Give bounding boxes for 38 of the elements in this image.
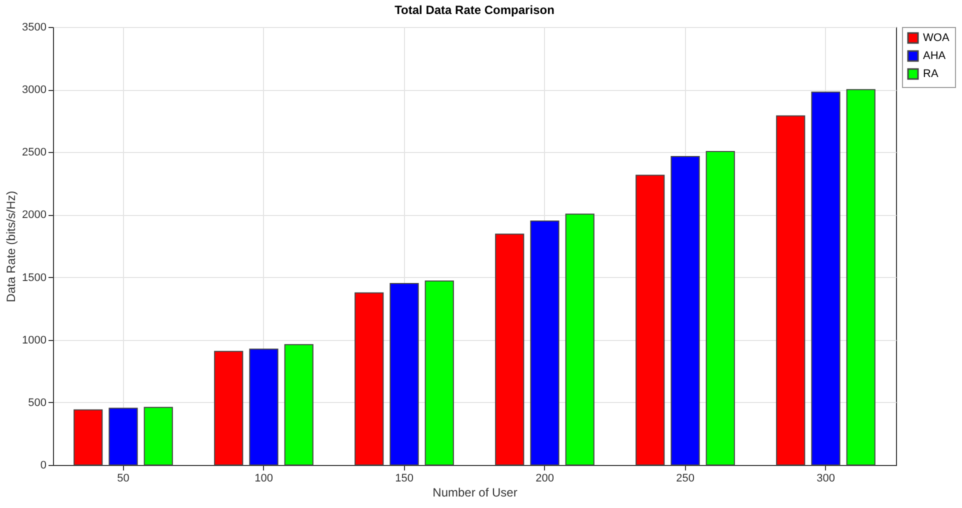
bar bbox=[74, 409, 103, 466]
x-tick-label: 250 bbox=[676, 472, 694, 484]
bar bbox=[354, 292, 384, 466]
chart-title: Total Data Rate Comparison bbox=[394, 3, 554, 17]
x-tick-label: 150 bbox=[395, 472, 414, 484]
bar bbox=[565, 214, 594, 466]
y-tick-label: 1000 bbox=[22, 334, 46, 346]
x-axis-title: Number of User bbox=[432, 486, 518, 500]
bar bbox=[214, 350, 244, 466]
bar bbox=[670, 156, 700, 466]
x-tick-label: 300 bbox=[816, 472, 835, 484]
bar bbox=[706, 151, 735, 466]
bar bbox=[636, 174, 665, 466]
legend-label: WOA bbox=[923, 32, 950, 44]
bar bbox=[846, 89, 876, 466]
bar bbox=[424, 280, 454, 466]
y-tick-label: 500 bbox=[28, 396, 46, 409]
bar bbox=[495, 234, 524, 466]
legend-label: RA bbox=[923, 68, 939, 80]
y-tick-label: 1500 bbox=[22, 272, 46, 284]
bar bbox=[811, 92, 840, 466]
x-tick-label: 100 bbox=[254, 472, 273, 484]
y-tick-label: 2500 bbox=[22, 146, 46, 159]
bar bbox=[390, 283, 419, 466]
bar bbox=[284, 344, 314, 466]
bar bbox=[249, 348, 278, 466]
y-tick-label: 2000 bbox=[22, 209, 46, 222]
x-tick-label: 50 bbox=[117, 472, 130, 484]
bar bbox=[776, 115, 806, 466]
x-tick-label: 200 bbox=[536, 472, 554, 484]
legend-label: AHA bbox=[923, 50, 946, 62]
bar bbox=[108, 408, 138, 466]
bar bbox=[144, 406, 173, 466]
y-axis-title: Data Rate (bits/s/Hz) bbox=[4, 190, 18, 302]
y-tick-label: 0 bbox=[40, 460, 46, 472]
bar bbox=[530, 220, 560, 466]
y-tick-label: 3500 bbox=[22, 22, 46, 34]
y-tick-label: 3000 bbox=[22, 84, 46, 96]
